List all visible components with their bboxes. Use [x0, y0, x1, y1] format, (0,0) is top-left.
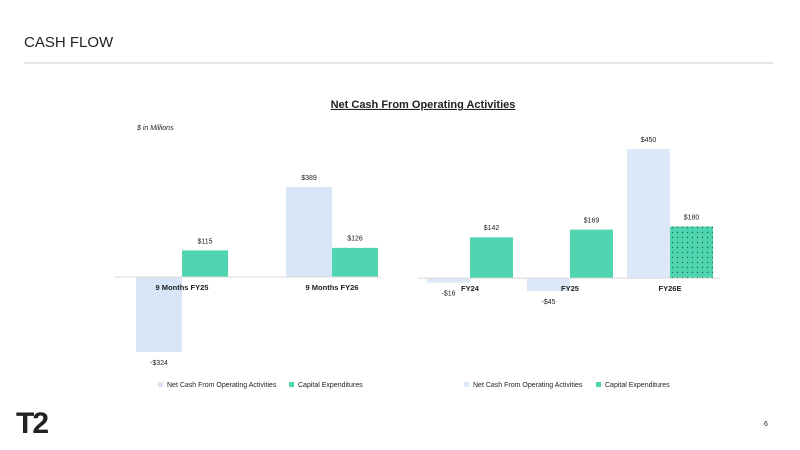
bar	[570, 229, 613, 279]
chart-title: Net Cash From Operating Activities	[331, 99, 516, 111]
legend-swatch	[289, 382, 294, 387]
slide-title: CASH FLOW	[24, 34, 114, 51]
legend-swatch	[158, 382, 163, 387]
legend-swatch	[464, 382, 469, 387]
x-tick-label: 9 Months FY25	[156, 283, 209, 292]
units-note: $ in Millions	[136, 125, 174, 132]
x-tick-label: FY24	[461, 284, 480, 293]
x-tick-label: FY26E	[659, 284, 682, 293]
value-label: $115	[197, 238, 212, 245]
bar	[182, 250, 228, 278]
value-label: $389	[301, 175, 317, 182]
value-label: -$324	[150, 360, 168, 367]
value-label: $450	[641, 137, 657, 144]
legend-swatch	[596, 382, 601, 387]
bar	[627, 149, 670, 279]
value-label: $142	[484, 225, 500, 232]
bar	[332, 247, 378, 278]
page-number: 6	[764, 421, 768, 428]
legend-label: Capital Expenditures	[605, 382, 670, 389]
x-tick-label: 9 Months FY26	[306, 283, 359, 292]
value-label: $169	[584, 217, 600, 224]
value-label: -$16	[441, 291, 455, 298]
logo: T2	[16, 407, 48, 440]
bar	[670, 226, 713, 279]
value-label: $180	[684, 214, 700, 221]
legend-label: Net Cash From Operating Activities	[473, 382, 583, 389]
legend-label: Net Cash From Operating Activities	[167, 382, 277, 389]
legend-label: Capital Expenditures	[298, 382, 363, 389]
bar	[286, 187, 332, 278]
value-label: -$45	[541, 299, 555, 306]
bar	[136, 277, 182, 352]
value-label: $126	[347, 236, 363, 243]
bar	[427, 278, 470, 283]
bar	[470, 237, 513, 279]
bar	[527, 278, 570, 291]
x-tick-label: FY25	[561, 284, 579, 293]
